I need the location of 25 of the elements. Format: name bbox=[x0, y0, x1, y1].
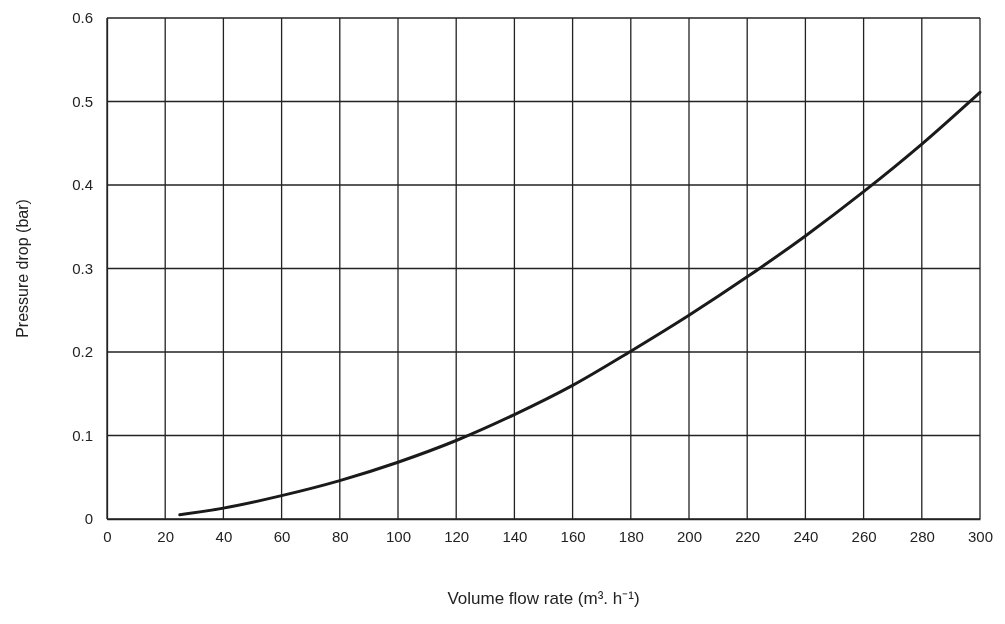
x-tick-label: 0 bbox=[103, 527, 112, 545]
x-tick-label: 140 bbox=[502, 527, 528, 545]
x-tick-label: 180 bbox=[618, 527, 644, 545]
x-tick-label: 20 bbox=[157, 527, 175, 545]
x-tick-label: 200 bbox=[676, 527, 703, 545]
y-tick-label: 0.2 bbox=[72, 343, 93, 361]
x-tick-label: 40 bbox=[215, 527, 233, 545]
x-tick-label: 220 bbox=[735, 527, 761, 545]
x-tick-label: 60 bbox=[273, 527, 291, 545]
x-tick-label: 160 bbox=[560, 527, 586, 545]
y-tick-label: 0.5 bbox=[72, 92, 93, 110]
y-axis-title: Pressure drop (bar) bbox=[14, 199, 31, 338]
x-tick-label: 260 bbox=[851, 527, 877, 545]
x-axis-title: Volume flow rate (m³. h⁻¹) bbox=[447, 589, 640, 608]
x-tick-label: 280 bbox=[909, 527, 935, 545]
y-tick-label: 0.3 bbox=[72, 259, 93, 277]
x-tick-label: 100 bbox=[385, 527, 412, 545]
x-tick-label: 240 bbox=[793, 527, 819, 545]
y-tick-label: 0 bbox=[84, 510, 93, 528]
y-tick-label: 0.4 bbox=[72, 176, 93, 194]
y-tick-label: 0.6 bbox=[72, 9, 93, 27]
x-tick-label: 80 bbox=[331, 527, 349, 545]
x-tick-label: 120 bbox=[444, 527, 470, 545]
y-tick-label: 0.1 bbox=[72, 426, 93, 444]
x-tick-label: 300 bbox=[967, 527, 994, 545]
